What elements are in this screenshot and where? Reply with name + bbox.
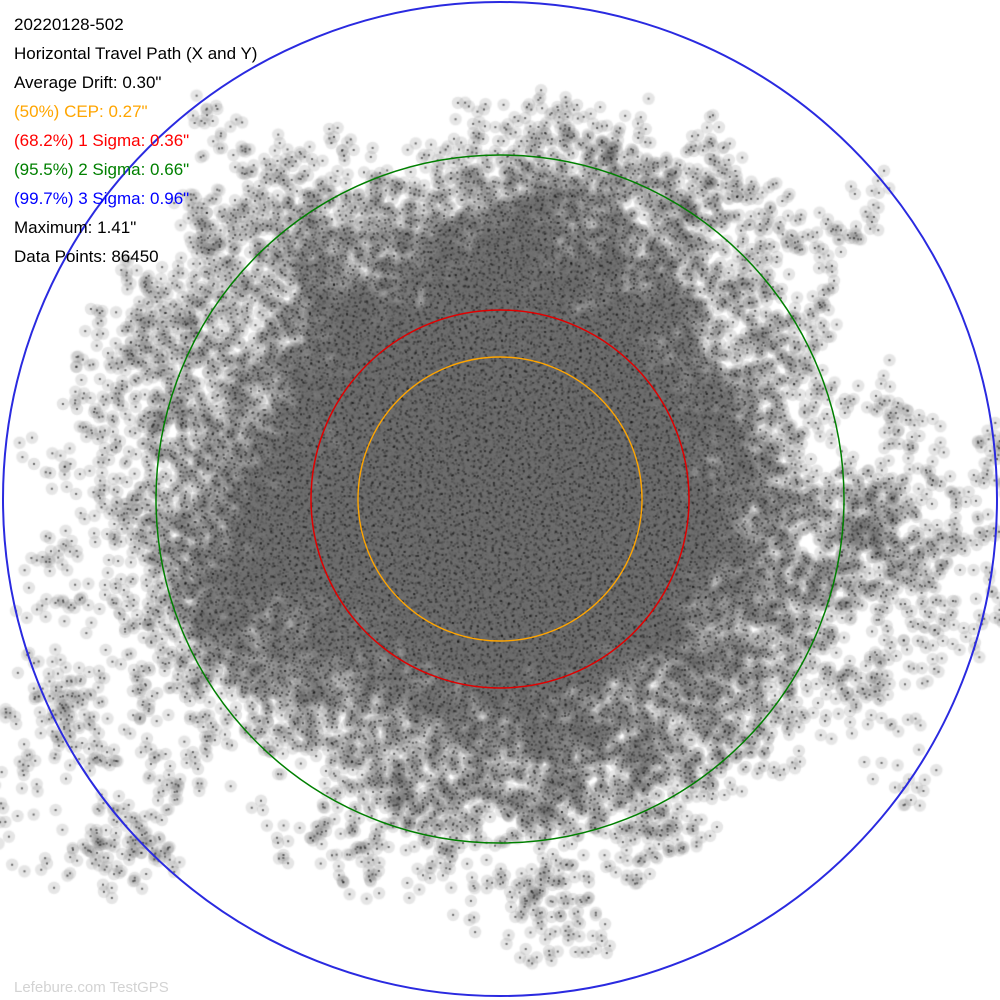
stat-cep: (50%) CEP: 0.27" <box>14 102 148 121</box>
watermark: Lefebure.com TestGPS <box>14 979 169 996</box>
stat-average-drift: Average Drift: 0.30" <box>14 73 162 92</box>
stat-one-sigma: (68.2%) 1 Sigma: 0.36" <box>14 131 190 150</box>
stats-panel: 20220128-502 Horizontal Travel Path (X a… <box>14 10 257 271</box>
stat-three-sigma: (99.7%) 3 Sigma: 0.96" <box>14 189 190 208</box>
stat-data-points: Data Points: 86450 <box>14 247 159 266</box>
stat-two-sigma: (95.5%) 2 Sigma: 0.66" <box>14 160 190 179</box>
stat-maximum: Maximum: 1.41" <box>14 218 137 237</box>
chart-subtitle: Horizontal Travel Path (X and Y) <box>14 44 258 63</box>
session-id: 20220128-502 <box>14 15 124 34</box>
